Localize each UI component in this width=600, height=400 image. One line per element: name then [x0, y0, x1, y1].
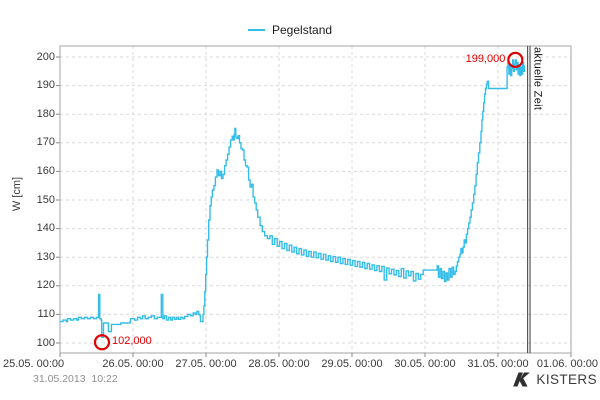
x-tick-label: 28.05. 00:00 — [248, 358, 310, 370]
legend-line-swatch — [248, 29, 265, 31]
legend: Pegelstand — [248, 23, 332, 37]
y-tick-label: 120 — [36, 279, 55, 292]
y-tick-label: 110 — [37, 307, 55, 320]
y-tick-label: 140 — [36, 222, 55, 235]
y-tick-label: 190 — [36, 79, 55, 92]
x-tick-label: 26.05. 00:00 — [102, 358, 164, 370]
annotation-label: 102,000 — [111, 335, 152, 348]
annotation-circle — [93, 334, 111, 351]
x-tick-label: 29.05. 00:00 — [321, 358, 383, 370]
render-timestamp: 31.05.2013 10:22 — [33, 373, 118, 385]
kisters-k-icon — [513, 372, 531, 387]
y-tick-label: 160 — [36, 164, 55, 177]
current-time-label: aktuelle Zeit — [531, 47, 544, 111]
annotation-circle — [507, 51, 524, 68]
x-tick-label: 30.05. 00:00 — [394, 358, 456, 370]
x-tick-label: 25.05. 00:00 — [3, 358, 65, 370]
y-tick-label: 180 — [36, 107, 55, 120]
y-tick-label: 200 — [36, 50, 55, 63]
y-tick-label: 150 — [36, 193, 55, 206]
x-tick-label: 31.05. 00:00 — [467, 358, 529, 370]
x-tick-label: 27.05. 00:00 — [175, 358, 237, 370]
brand-text: KISTERS — [536, 372, 597, 387]
brand-logo: KISTERS — [513, 372, 597, 387]
y-tick-label: 100 — [36, 336, 55, 349]
annotation-label: 199,000 — [465, 52, 506, 65]
y-tick-label: 170 — [36, 136, 55, 149]
x-tick-label: 01.06. 00:00 — [536, 358, 598, 370]
series-line-pegelstand — [60, 59, 526, 338]
legend-label: Pegelstand — [272, 23, 333, 37]
y-tick-label: 130 — [36, 250, 55, 263]
